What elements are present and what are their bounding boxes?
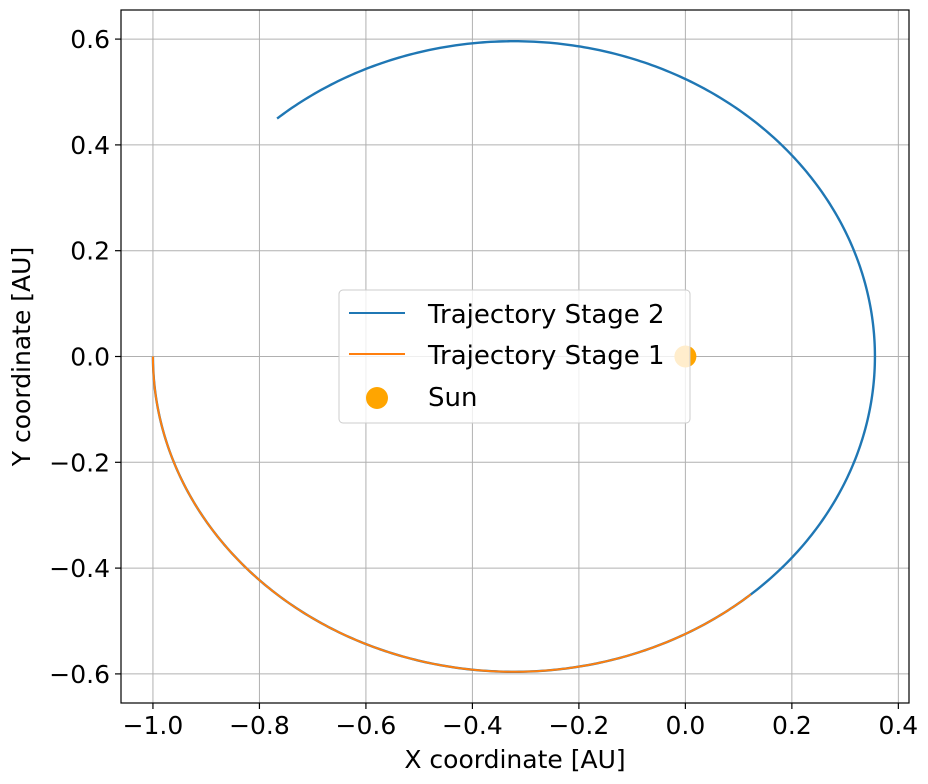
y-tick-label-4: −0.2 (49, 448, 110, 477)
x-tick-label-7: 0.4 (878, 711, 918, 740)
x-tick-label-2: −0.6 (336, 711, 397, 740)
legend-label-sun: Sun (428, 383, 477, 413)
x-tick-label-4: −0.2 (549, 711, 610, 740)
x-tick-label-3: −0.4 (442, 711, 503, 740)
series-line-stage1 (151, 356, 752, 673)
ticks: −1.0 −0.8 −0.6 −0.4 −0.2 0.0 0.2 0.4 0.6 0.4 0.2 0.… (49, 25, 918, 740)
y-tick-label-5: −0.4 (49, 554, 110, 583)
grid (121, 10, 909, 703)
legend-label-stage1: Trajectory Stage 1 (427, 341, 665, 371)
x-tick-label-0: −1.0 (123, 711, 184, 740)
legend-box (338, 289, 691, 424)
y-tick-label-6: −0.6 (49, 660, 110, 689)
legend: Trajectory Stage 2 Trajectory Stage 1 Su… (338, 289, 691, 424)
y-tick-label-3: 0.0 (70, 343, 110, 372)
x-tick-label-6: 0.2 (772, 711, 812, 740)
y-axis-label: Y coordinate [AU] (7, 247, 36, 467)
legend-marker-sun (366, 387, 388, 409)
x-axis-label: X coordinate [AU] (404, 745, 625, 774)
y-tick-label-0: 0.6 (70, 25, 110, 54)
x-tick-label-1: −0.8 (229, 711, 290, 740)
legend-label-stage2: Trajectory Stage 2 (427, 300, 665, 330)
x-tick-label-5: 0.0 (665, 711, 705, 740)
y-tick-label-1: 0.4 (70, 131, 110, 160)
y-tick-label-2: 0.2 (70, 237, 110, 266)
